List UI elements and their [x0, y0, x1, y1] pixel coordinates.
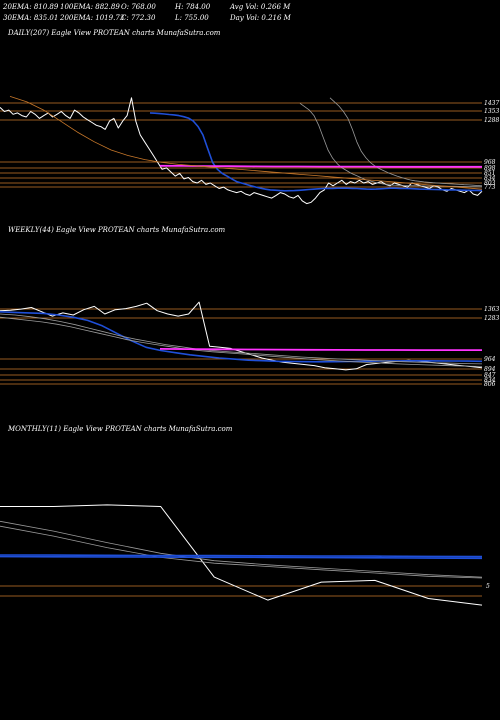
y-tick-label-0-5: 851 — [484, 170, 495, 177]
y-tick-label-1-4: 847 — [484, 372, 496, 379]
series-line-2-0 — [0, 504, 483, 606]
series-line-1-3 — [0, 316, 483, 367]
y-tick-label-1-6: 806 — [484, 381, 496, 388]
close-label: C: 772.30 — [121, 14, 156, 22]
y-tick-label-2-0: 5 — [486, 583, 490, 590]
y-tick-label-0-4: 898 — [484, 165, 496, 172]
open-label: O: 768.00 — [121, 3, 156, 11]
ema30-label: 30EMA: 835.01 — [3, 14, 59, 22]
series-line-1-4 — [159, 348, 482, 352]
series-line-2-3 — [0, 554, 483, 558]
series-line-1-2 — [0, 313, 483, 365]
series-line-1-1 — [0, 311, 483, 363]
series-line-2-1 — [0, 520, 483, 578]
y-tick-label-0-6: 834 — [484, 175, 496, 182]
y-tick-label-0-7: 803 — [484, 180, 496, 187]
y-tick-label-0-2: 1288 — [484, 117, 499, 124]
y-tick-label-0-8: 773 — [484, 184, 496, 191]
series-line-0-0 — [0, 97, 483, 205]
y-tick-label-1-2: 964 — [484, 356, 496, 363]
high-label: H: 784.00 — [175, 3, 211, 11]
day-vol-label: Day Vol: 0.216 M — [230, 14, 291, 22]
series-line-0-5 — [9, 96, 483, 190]
low-label: L: 755.00 — [175, 14, 209, 22]
y-tick-label-1-5: 834 — [484, 377, 496, 384]
ema20-label: 20EMA: 810.89 — [3, 3, 59, 11]
y-tick-label-0-0: 1437 — [484, 100, 499, 107]
y-tick-label-1-3: 894 — [484, 366, 496, 373]
series-line-2-2 — [0, 525, 483, 579]
series-line-0-4 — [159, 164, 482, 168]
daily-panel-title: DAILY(207) Eagle View PROTEAN charts Mun… — [8, 29, 221, 37]
y-tick-label-0-3: 968 — [484, 159, 496, 166]
y-tick-label-1-0: 1363 — [484, 306, 499, 313]
ema200-label: 200EMA: 1019.73 — [60, 14, 125, 22]
series-line-0-3 — [329, 97, 483, 187]
y-tick-label-1-1: 1283 — [484, 315, 499, 322]
monthly-panel-title: MONTHLY(11) Eagle View PROTEAN charts Mu… — [8, 425, 233, 433]
series-line-0-1 — [149, 112, 483, 192]
avg-vol-label: Avg Vol: 0.266 M — [230, 3, 291, 11]
ema100-label: 100EMA: 882.89 — [60, 3, 120, 11]
series-line-2-4 — [0, 555, 483, 560]
y-tick-label-0-1: 1353 — [484, 108, 499, 115]
weekly-panel-title: WEEKLY(44) Eagle View PROTEAN charts Mun… — [8, 226, 226, 234]
